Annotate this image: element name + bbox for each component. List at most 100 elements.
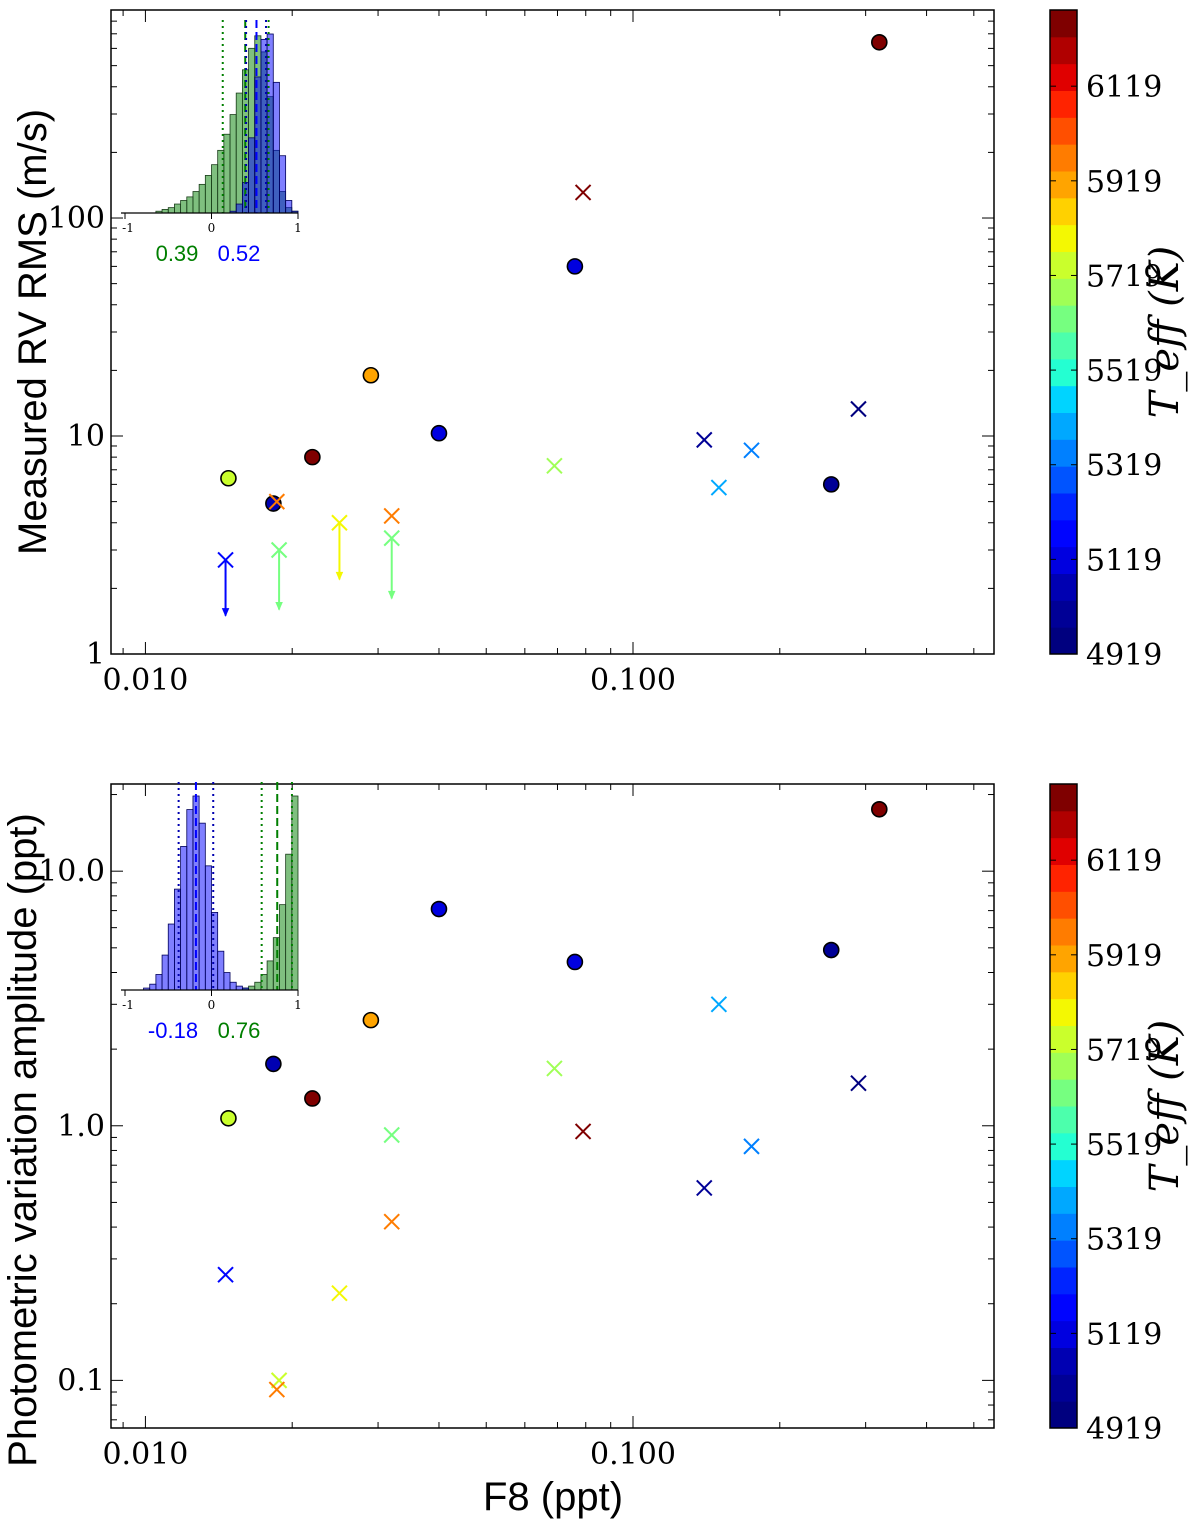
data-point-circle [566,953,584,971]
inset-bar-blue [217,950,225,991]
data-point-circle [566,258,584,275]
data-point-circle [362,1011,380,1029]
colorbar-segment [1050,1159,1077,1187]
inset-bar-green [279,904,287,991]
inset-bar-green [223,133,231,214]
colorbar-tick-label: 6119 [1086,70,1162,105]
inset-bar-green [229,114,237,214]
colorbar-segment [1050,144,1077,172]
data-point-x [217,1266,234,1283]
colorbar-segment [1050,305,1077,333]
data-point-circle [822,476,840,493]
data-point-circle [265,1055,282,1073]
colorbar-tick-label: 5319 [1086,449,1162,484]
colorbar-segment [1050,224,1077,252]
inset-bar-blue [204,865,212,991]
inset-bar-blue [241,182,249,214]
colorbar-segment [1050,63,1077,91]
inset-bar-green [167,207,175,214]
data-point-x [331,514,348,531]
x-tick-label: 0.010 [102,1437,188,1472]
inset-bar-green [174,203,182,214]
colorbar-tick-label: 5519 [1086,354,1162,389]
inset-bar-green [186,196,194,214]
inset-bar-blue [223,972,231,991]
data-point-x [270,1372,288,1389]
data-point-circle [430,424,448,442]
inset-bar-green [266,960,274,991]
y-tick-label: 0.1 [57,1363,105,1398]
colorbar-segment [1050,1347,1077,1375]
inset-bar-green [211,164,219,214]
colorbar-segment [1050,1240,1077,1268]
y-tick-label: 10.0 [38,854,105,889]
colorbar-segment [1050,810,1077,839]
inset-annotation: 0.76 [218,1018,261,1043]
colorbar-segment [1050,171,1077,199]
colorbar-segment [1050,117,1077,145]
inset-bar-green [192,191,200,214]
colorbar-segment [1050,971,1077,1000]
colorbar-segment [1050,1106,1077,1134]
colorbar-segment [1050,998,1077,1026]
data-point-x [710,479,728,496]
data-point-circle [304,1090,321,1107]
inset-bar-green [198,183,206,214]
inset-bar-blue [248,137,256,214]
data-point-x [268,493,286,510]
inset-tick-label: -1 [122,221,134,235]
inset-annotation: 0.39 [156,241,199,266]
colorbar-top: 6119 5919 5719 5519 5319 5119 4919 T_eff (K) [1049,9,1188,673]
colorbar-segment [1050,36,1077,65]
data-point-circle [265,495,282,512]
inset-histogram: -1 0 1 0.39 0.52 [121,20,302,266]
upper-limit-arrowhead [275,602,283,611]
data-point-x [383,1213,400,1230]
colorbar-segment [1050,1025,1077,1053]
colorbar-segment [1050,358,1077,387]
inset-tick-label: 1 [294,221,302,235]
colorbar-segment [1050,10,1077,38]
inset-bar-green [285,853,293,991]
inset-bar-green [204,175,212,214]
y-tick-label: 100 [48,201,105,236]
colorbar-segment [1050,1213,1077,1241]
inset-bar-green [180,200,188,214]
inset-bar-blue [174,888,182,991]
inset-bar-blue [235,203,243,214]
data-point-x [696,431,713,449]
inset-annotation: -0.18 [148,1018,198,1043]
data-point-x [743,442,760,459]
colorbar-segment [1050,918,1077,946]
upper-limit-arrowhead [335,571,344,581]
data-point-circle [362,366,380,384]
colorbar-segment [1050,1293,1077,1322]
colorbar-tick-label: 5119 [1086,543,1162,578]
colorbar-segment [1050,278,1077,306]
colorbar-segment [1050,1401,1077,1429]
inset-tick-label: -1 [122,998,134,1012]
data-point-circle [430,900,448,918]
inset-tick-label: 0 [208,998,216,1012]
data-point-x [546,1060,563,1077]
colorbar-tick-label: 4919 [1086,638,1162,673]
colorbar-segment [1050,837,1077,865]
data-point-circle [220,469,237,487]
colorbar-frame [1049,9,1078,655]
x-tick-label: 0.100 [590,1437,676,1472]
colorbar-segment [1050,600,1077,628]
colorbar-segment [1050,332,1077,360]
colorbar-segment [1050,1132,1077,1161]
plot-frame [110,783,995,1429]
inset-bar-blue [260,38,268,214]
colorbar-tick-label: 5919 [1086,939,1162,974]
data-point-x [383,507,400,525]
colorbar-segment [1050,1052,1077,1080]
x-tick-label: 0.010 [102,663,188,698]
inset-bar-blue [186,809,194,991]
panel-rv-rms: 0.010 0.100 1 10 100 -1 0 1 0.39 0.52 Measured R… [11,9,995,698]
data-point-x [574,184,592,201]
inset-bar-green [254,981,262,991]
data-point-x [574,1123,592,1140]
